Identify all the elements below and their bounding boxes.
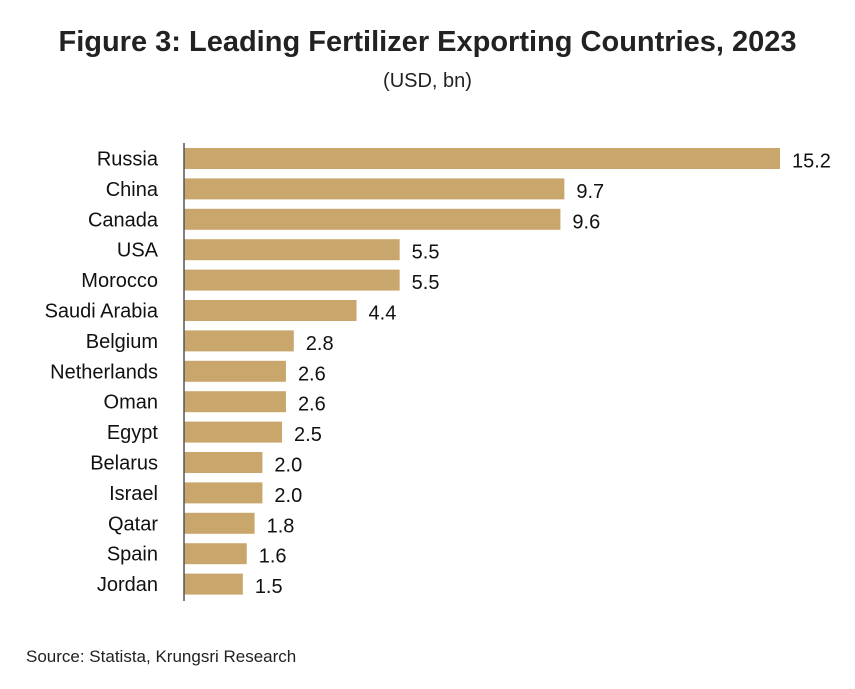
bar bbox=[184, 512, 255, 534]
category-label: Qatar bbox=[108, 513, 158, 535]
bar bbox=[184, 421, 283, 443]
bar bbox=[184, 452, 263, 473]
bar bbox=[184, 208, 561, 230]
value-label: 9.7 bbox=[576, 181, 604, 203]
value-label: 2.8 bbox=[306, 333, 334, 355]
bar bbox=[184, 573, 243, 595]
value-label: 9.6 bbox=[572, 211, 600, 233]
category-label: Jordan bbox=[97, 574, 158, 596]
value-label: 4.4 bbox=[369, 303, 397, 325]
bar bbox=[184, 178, 565, 200]
bar bbox=[184, 543, 247, 565]
bar bbox=[184, 482, 263, 504]
category-label: Egypt bbox=[107, 422, 159, 444]
bar bbox=[184, 330, 294, 352]
value-label: 1.6 bbox=[259, 546, 287, 568]
category-label: Morocco bbox=[81, 270, 158, 292]
category-label: Belgium bbox=[86, 331, 158, 353]
bar bbox=[184, 239, 400, 261]
bar bbox=[184, 391, 286, 413]
category-label: Russia bbox=[97, 149, 159, 171]
chart-title: Figure 3: Leading Fertilizer Exporting C… bbox=[58, 26, 797, 58]
value-label: 2.0 bbox=[274, 485, 302, 507]
category-label: Israel bbox=[109, 483, 158, 505]
category-label: China bbox=[106, 179, 159, 201]
value-label: 2.5 bbox=[294, 424, 322, 446]
category-label: Saudi Arabia bbox=[45, 301, 159, 323]
bar bbox=[184, 360, 286, 382]
chart-subtitle: (USD, bn) bbox=[383, 70, 472, 92]
value-label: 2.0 bbox=[274, 455, 302, 477]
value-label: 5.5 bbox=[412, 242, 440, 264]
category-label: Oman bbox=[104, 392, 158, 414]
category-label: Canada bbox=[88, 209, 159, 231]
source-note: Source: Statista, Krungsri Research bbox=[26, 647, 297, 666]
value-label: 5.5 bbox=[412, 272, 440, 294]
category-label: USA bbox=[117, 240, 159, 262]
value-label: 2.6 bbox=[298, 394, 326, 416]
bar bbox=[184, 269, 400, 291]
value-label: 15.2 bbox=[792, 151, 831, 173]
bar bbox=[184, 300, 357, 321]
bar bbox=[184, 148, 780, 169]
category-label: Spain bbox=[107, 544, 158, 566]
category-label: Belarus bbox=[90, 453, 158, 475]
value-label: 1.8 bbox=[267, 515, 295, 537]
value-label: 2.6 bbox=[298, 363, 326, 385]
value-label: 1.5 bbox=[255, 576, 283, 598]
category-label: Netherlands bbox=[50, 361, 158, 383]
